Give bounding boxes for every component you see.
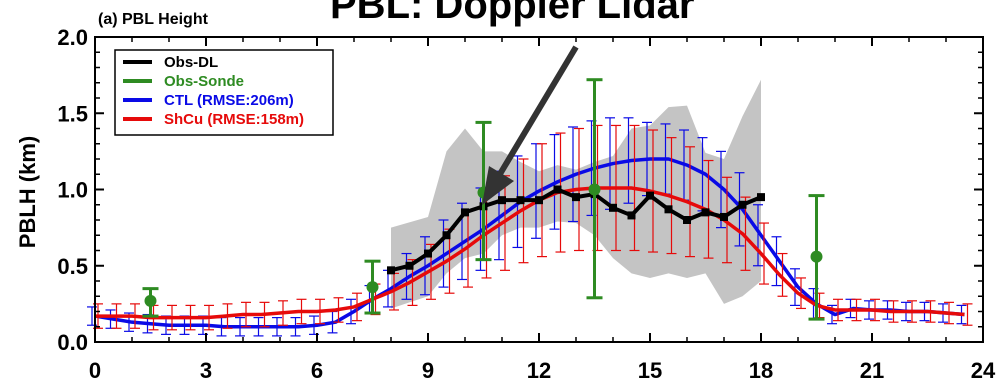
x-tick-label: 24 <box>971 358 996 383</box>
obs-dl-marker <box>701 208 710 217</box>
x-tick-label: 21 <box>860 358 884 383</box>
sonde-marker <box>810 250 823 263</box>
obs-dl-marker <box>461 208 469 217</box>
y-tick-label: 0.5 <box>57 254 88 279</box>
y-tick-label: 1.5 <box>57 101 88 126</box>
annotation-arrow <box>482 45 579 205</box>
y-tick-label: 2.0 <box>57 25 88 50</box>
obs-dl-marker <box>572 193 580 202</box>
sonde-marker <box>144 294 157 307</box>
chart-title: PBL: Doppler Lidar <box>330 0 694 27</box>
legend: Obs-DL Obs-Sonde CTL (RMSE:206m) ShCu (R… <box>114 49 334 136</box>
x-tick-label: 3 <box>200 358 212 383</box>
x-tick-label: 9 <box>422 358 434 383</box>
obs-dl-marker <box>609 203 617 212</box>
obs-dl-marker <box>646 191 654 200</box>
obs-dl-marker <box>683 216 691 224</box>
obs-dl-marker <box>720 212 728 221</box>
arrow-shaft <box>497 45 579 176</box>
legend-label-obs-dl: Obs-DL <box>164 54 218 71</box>
y-axis-title: PBLH (km) <box>15 136 40 248</box>
obs-dl-marker <box>757 193 765 202</box>
axes-layer: 0 3 6 9 12 15 18 21 24 0.0 0.5 1.0 1.5 2.0 <box>57 25 996 383</box>
sonde-marker <box>588 183 601 196</box>
obs-dl-marker <box>442 231 451 240</box>
obs-dl-marker <box>516 196 525 205</box>
obs-dl-marker <box>553 185 562 194</box>
legend-label-shcu: ShCu (RMSE:158m) <box>164 111 304 128</box>
x-tick-label: 18 <box>749 358 773 383</box>
legend-label-ctl: CTL (RMSE:206m) <box>164 92 294 109</box>
x-tick-label: 6 <box>311 358 323 383</box>
x-tick-label: 12 <box>527 358 551 383</box>
obs-dl-marker <box>664 205 673 214</box>
obs-dl-marker <box>405 261 414 270</box>
obs-dl-marker <box>498 196 506 205</box>
x-tick-label: 15 <box>638 358 662 383</box>
obs-dl-marker <box>627 211 636 220</box>
y-tick-label: 0.0 <box>57 330 88 355</box>
obs-dl-marker <box>535 196 543 205</box>
obs-dl-marker <box>738 200 747 209</box>
panel-label: (a) PBL Height <box>98 11 209 28</box>
shcu-line <box>95 186 965 320</box>
obs-dl-marker <box>387 266 395 275</box>
sonde-marker <box>366 281 379 294</box>
y-tick-label: 1.0 <box>57 178 88 203</box>
x-tick-label: 0 <box>89 358 101 383</box>
obs-dl-marker <box>424 249 432 258</box>
legend-label-obs-sonde: Obs-Sonde <box>164 73 244 90</box>
arrow-head <box>482 166 514 205</box>
